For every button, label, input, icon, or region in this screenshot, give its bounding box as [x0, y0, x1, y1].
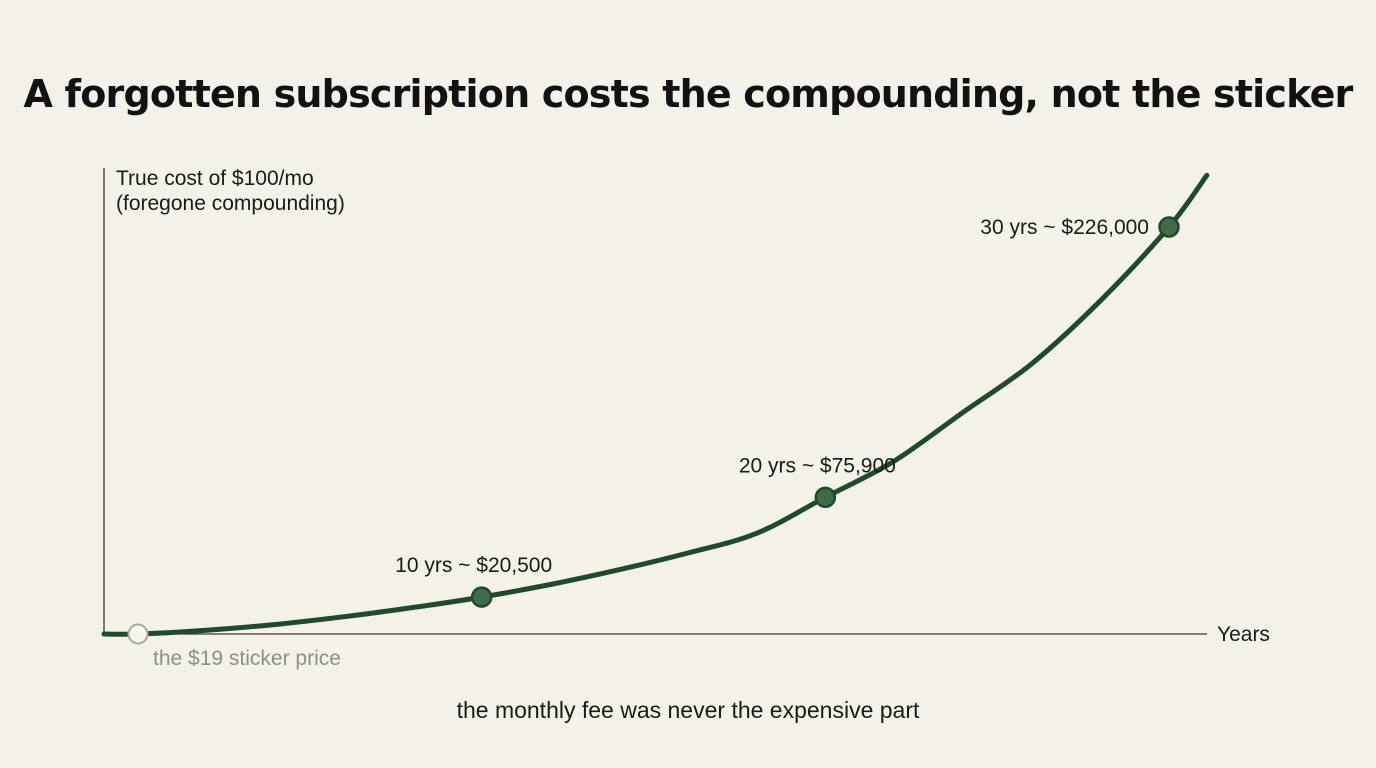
y-axis-label-line-2: (foregone compounding) [116, 192, 345, 215]
data-label-10-yrs: 10 yrs ~ $20,500 [395, 554, 552, 577]
chart-caption: the monthly fee was never the expensive … [456, 697, 920, 723]
x-axis-label: Years [1217, 623, 1270, 646]
data-label-30-yrs: 30 yrs ~ $226,000 [980, 216, 1149, 239]
data-label-20-yrs: 20 yrs ~ $75,900 [739, 454, 896, 477]
sticker-price-label: the $19 sticker price [153, 647, 341, 670]
data-point-10-yrs [470, 586, 493, 608]
chart-title: A forgotten subscription costs the compo… [23, 72, 1353, 116]
y-axis-label-line-1: True cost of $100/mo [116, 167, 314, 190]
chart-marks: the $19 sticker price 10 yrs ~ $20,500 20 … [101, 172, 1210, 670]
data-point-20-yrs [814, 486, 837, 509]
data-point-30-yrs [1158, 216, 1180, 238]
sticker-price-point [127, 623, 149, 645]
series-line [101, 172, 1210, 637]
